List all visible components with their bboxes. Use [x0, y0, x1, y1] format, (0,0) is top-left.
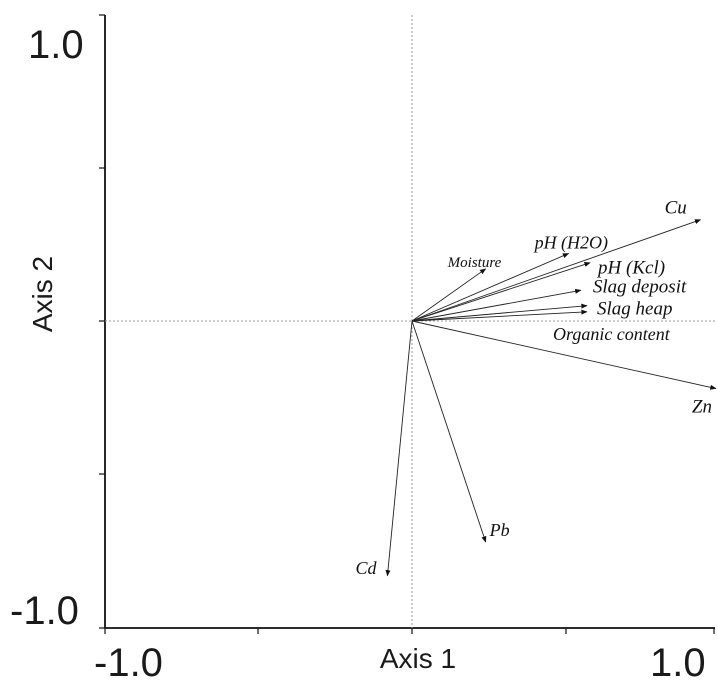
y-tick-label-max: 1.0 — [28, 23, 84, 67]
y-ticks — [99, 14, 105, 629]
y-tick-label-min: -1.0 — [10, 589, 79, 633]
vector-arrow-cu — [411, 219, 702, 322]
vector-label-pb: Pb — [489, 520, 510, 540]
vector-arrow-slag-deposit — [411, 288, 582, 322]
y-axis-title: Axis 2 — [27, 256, 58, 332]
vector-label-cu: Cu — [665, 198, 687, 219]
vector-arrow-ph-kcl — [411, 262, 591, 322]
vector-arrow-slag-heap — [411, 303, 588, 322]
vector-arrow-ph-h2o — [411, 253, 570, 322]
vector-label-ph-kcl: pH (Kcl) — [596, 258, 665, 279]
vector-label-ph-h2o: pH (H2O) — [533, 232, 609, 253]
vector-layer: Cu pH (H2O) Moisture pH (Kcl)Slag depositSl… — [355, 198, 717, 578]
vector-arrow-organic-content — [411, 309, 588, 322]
vector-label-moisture: Moisture — [447, 255, 502, 271]
x-axis-title: Axis 1 — [380, 643, 456, 674]
vector-label-zn: Zn — [692, 397, 712, 418]
x-ticks — [104, 628, 715, 634]
x-tick-label-min: -1.0 — [94, 641, 163, 682]
vector-arrow-zn — [411, 320, 717, 390]
vector-label-cd: Cd — [355, 558, 377, 578]
vector-arrow-moisture — [411, 268, 487, 322]
vector-label-organic-content: Organic content — [553, 324, 671, 344]
x-tick-label-max: 1.0 — [650, 641, 706, 682]
vector-arrow-pb — [411, 320, 487, 543]
vector-label-slag-deposit: Slag deposit — [593, 276, 687, 297]
vector-label-slag-heap: Slag heap — [597, 299, 672, 320]
vector-arrow-cd — [385, 320, 413, 577]
